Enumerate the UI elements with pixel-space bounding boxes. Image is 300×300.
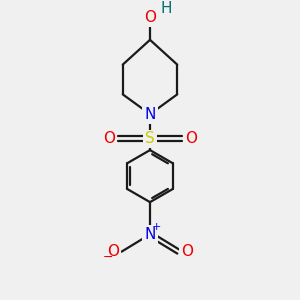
Text: −: − [103, 250, 113, 264]
Text: O: O [144, 10, 156, 25]
Text: S: S [145, 131, 155, 146]
Text: O: O [107, 244, 119, 259]
Text: O: O [103, 131, 115, 146]
Text: +: + [152, 222, 162, 233]
Text: H: H [160, 2, 172, 16]
Text: O: O [181, 244, 193, 259]
Text: O: O [185, 131, 197, 146]
Text: N: N [144, 107, 156, 122]
Text: N: N [144, 227, 156, 242]
